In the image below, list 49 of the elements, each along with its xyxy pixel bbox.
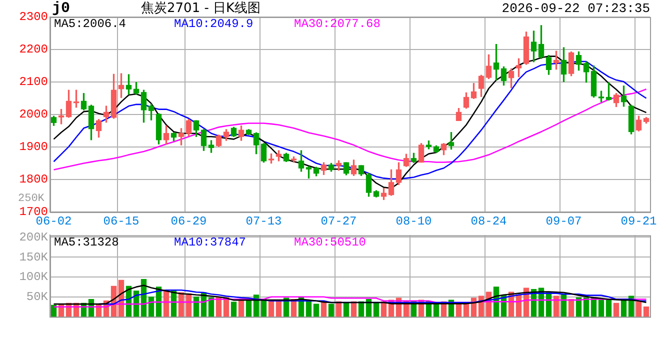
x-tick-label: 08-24 bbox=[470, 214, 507, 228]
text: MA5:31328 bbox=[54, 235, 119, 250]
bar bbox=[576, 297, 582, 317]
bar bbox=[268, 300, 274, 317]
bar bbox=[373, 302, 380, 317]
bar bbox=[606, 298, 612, 317]
bar bbox=[148, 296, 154, 317]
bar bbox=[343, 302, 350, 317]
bar bbox=[276, 300, 282, 317]
bar bbox=[613, 302, 620, 317]
y-tick-label: 2200 bbox=[19, 42, 48, 57]
bar bbox=[328, 304, 334, 317]
x-tick-label: 09-21 bbox=[620, 214, 657, 228]
text: 250K bbox=[18, 192, 44, 207]
y-tick-label: 50K bbox=[26, 290, 49, 304]
x-tick-label: 09-07 bbox=[546, 214, 582, 228]
bar bbox=[553, 296, 560, 317]
bar bbox=[636, 301, 642, 317]
x-tick-label: 07-27 bbox=[320, 214, 357, 228]
text: MA30:50510 bbox=[294, 235, 366, 250]
text: MA30:2077.68 bbox=[294, 17, 380, 32]
bar bbox=[598, 300, 604, 317]
bar bbox=[246, 300, 252, 317]
bar bbox=[313, 304, 320, 317]
bar bbox=[306, 300, 312, 317]
text: MA10:37847 bbox=[174, 235, 246, 250]
bar bbox=[366, 298, 372, 317]
bar bbox=[568, 298, 574, 317]
x-tick-label: 06-15 bbox=[103, 214, 140, 228]
y-tick-label: 1800 bbox=[19, 172, 48, 187]
x-tick-label: 07-13 bbox=[246, 214, 282, 228]
x-tick-label: 06-29 bbox=[170, 214, 207, 228]
chart-subtitle: 2026-09-22 07:23:35 bbox=[502, 1, 650, 16]
text: MA5:2006.4 bbox=[54, 17, 126, 32]
annotation: j0 bbox=[52, 0, 70, 17]
bar bbox=[643, 306, 650, 317]
y-tick-label: 150K bbox=[19, 250, 49, 264]
y-tick-label: 100K bbox=[19, 270, 49, 284]
text: MA10:2049.9 bbox=[174, 17, 254, 32]
bar bbox=[230, 302, 237, 317]
y-tick-label: 1900 bbox=[19, 140, 48, 154]
y-tick-label: 200K bbox=[19, 230, 49, 244]
y-tick-label: 2100 bbox=[19, 75, 48, 90]
chart-title: 焦炭2701 - 日K线图 bbox=[141, 1, 261, 16]
bar bbox=[193, 296, 200, 317]
y-tick-label: 2300 bbox=[19, 10, 48, 24]
bar bbox=[238, 300, 244, 317]
x-tick-label: 08-10 bbox=[396, 214, 432, 228]
y-tick-label: 2000 bbox=[19, 108, 48, 122]
